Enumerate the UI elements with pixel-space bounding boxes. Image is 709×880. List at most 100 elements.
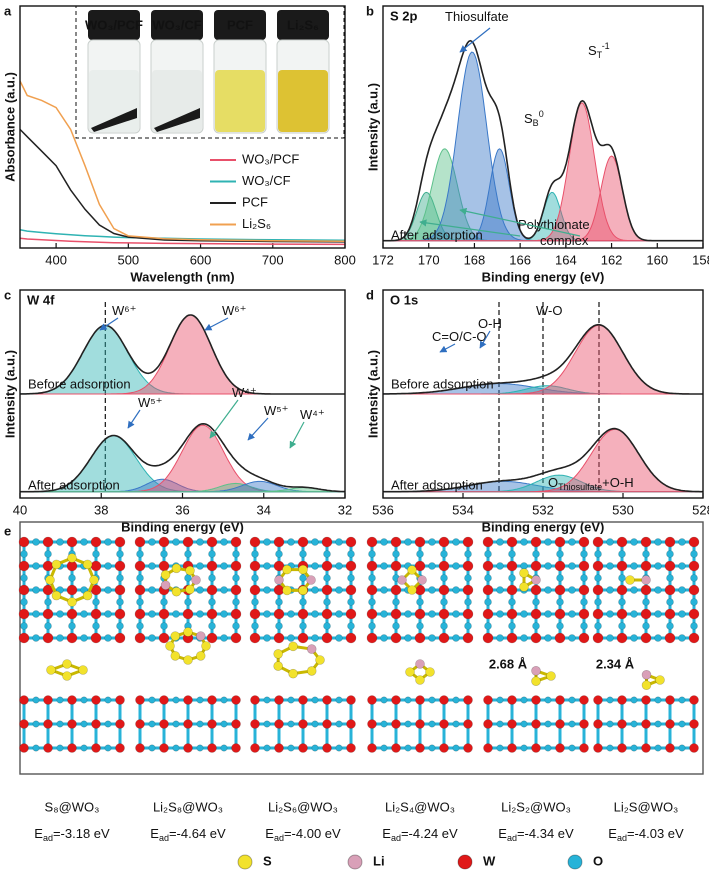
atom (440, 598, 448, 606)
atom (618, 598, 626, 606)
atom (439, 743, 449, 753)
atom (185, 565, 195, 576)
atom (104, 538, 112, 546)
atom (232, 598, 240, 606)
atom (195, 631, 206, 641)
atom (678, 562, 686, 570)
atom (78, 665, 88, 675)
atom (416, 622, 424, 630)
atom (496, 562, 504, 570)
text-part: ad (159, 833, 169, 843)
atom (688, 608, 700, 620)
atom (148, 720, 156, 728)
atom (346, 719, 356, 729)
atom (66, 608, 78, 620)
legend-label: WO₃/CF (242, 173, 291, 188)
atom (580, 598, 588, 606)
atom (404, 610, 412, 618)
atom (407, 585, 417, 595)
atom (231, 695, 241, 705)
atom (404, 696, 412, 704)
atom (288, 641, 298, 652)
atom (148, 538, 156, 546)
atom (297, 632, 309, 644)
atom (298, 695, 308, 705)
vial-label: Li₂S₆ (287, 17, 319, 32)
series-line (19, 237, 346, 246)
atom (380, 538, 388, 546)
legend-label: WO₃/PCF (242, 151, 299, 166)
atom (171, 586, 182, 597)
atom (391, 695, 401, 705)
atom (415, 659, 425, 669)
atom (594, 622, 602, 630)
atom (367, 695, 377, 705)
atom (116, 622, 124, 630)
atom (159, 743, 169, 753)
x-tick-label: 38 (94, 502, 108, 517)
atom (323, 598, 331, 606)
atom (92, 550, 100, 558)
annotation: W-O (536, 303, 562, 318)
text-part: ad (391, 833, 401, 843)
atom (496, 744, 504, 752)
atom (496, 610, 504, 618)
atom (464, 550, 472, 558)
atom (230, 584, 242, 596)
atom (616, 560, 628, 572)
atom (530, 584, 542, 596)
atom (640, 632, 652, 644)
atom (67, 695, 77, 705)
atom (397, 575, 407, 585)
text-part: E (608, 826, 617, 841)
atom (273, 536, 285, 548)
atom (414, 536, 426, 548)
atom (335, 720, 343, 728)
atom (232, 574, 240, 582)
atom (555, 695, 565, 705)
atom (44, 622, 52, 630)
atom (136, 574, 144, 582)
atom (321, 632, 333, 644)
axes-frame (382, 5, 704, 249)
atom (482, 632, 494, 644)
atom (594, 574, 602, 582)
atom (666, 574, 674, 582)
atom (263, 634, 271, 642)
atom (532, 550, 540, 558)
structure-name: Li₂S₄@WO₃ (385, 799, 455, 814)
atom (346, 743, 356, 753)
atom (230, 560, 242, 572)
atom (664, 608, 676, 620)
atom (579, 719, 589, 729)
atom (520, 538, 528, 546)
atom (689, 719, 699, 729)
atom (617, 695, 627, 705)
atom (368, 574, 376, 582)
atom (18, 536, 30, 548)
text-part: Thiosulfate (558, 482, 602, 492)
annotation: OThiosulfate+O-H (548, 475, 634, 492)
atom (287, 610, 295, 618)
atom (630, 538, 638, 546)
atom (335, 696, 343, 704)
atom (104, 696, 112, 704)
atom (415, 695, 425, 705)
atom (532, 598, 540, 606)
atom (484, 574, 492, 582)
atom (134, 608, 146, 620)
atom (220, 720, 228, 728)
atom (32, 634, 40, 642)
atom (531, 575, 541, 585)
atom (593, 719, 603, 729)
legend-label: W (483, 853, 496, 868)
axes-frame (382, 289, 704, 499)
text-part: E (382, 826, 391, 841)
atom (148, 610, 156, 618)
atom (414, 560, 426, 572)
atom (664, 536, 676, 548)
atom (544, 634, 552, 642)
atom (220, 610, 228, 618)
atom (578, 560, 590, 572)
